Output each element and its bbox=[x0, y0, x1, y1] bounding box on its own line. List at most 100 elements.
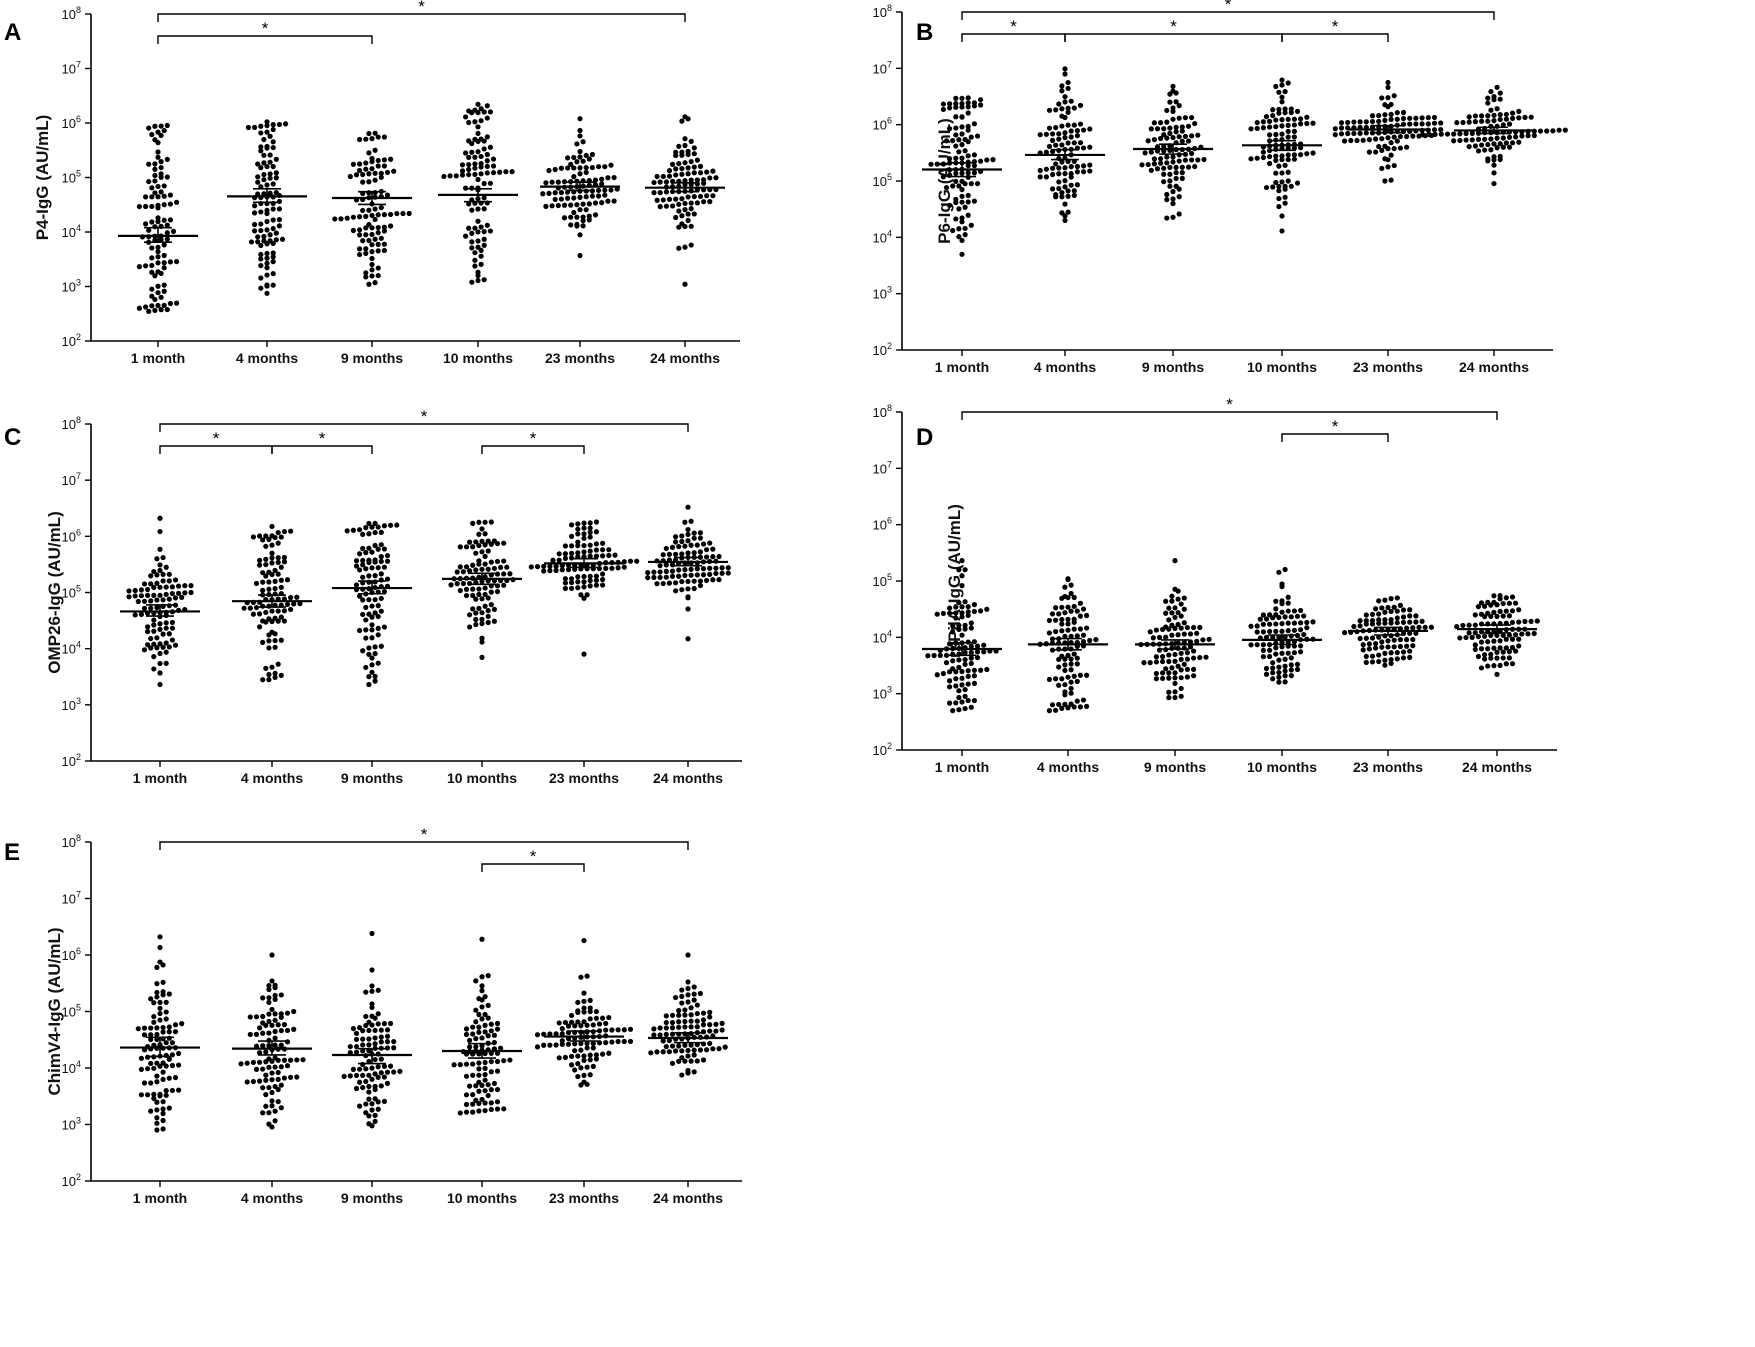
data-point bbox=[151, 1091, 157, 1097]
data-point bbox=[357, 246, 363, 252]
data-point bbox=[1304, 625, 1310, 631]
data-point bbox=[1178, 656, 1184, 663]
data-point bbox=[1282, 89, 1288, 95]
data-point bbox=[1080, 697, 1087, 703]
data-point bbox=[264, 241, 270, 247]
data-point bbox=[154, 1115, 160, 1121]
data-point bbox=[272, 631, 278, 637]
data-point bbox=[278, 564, 284, 570]
data-point bbox=[1074, 678, 1080, 685]
data-point bbox=[581, 520, 587, 526]
data-point bbox=[971, 673, 978, 679]
data-point bbox=[673, 172, 679, 178]
data-point bbox=[484, 115, 490, 121]
data-point bbox=[154, 597, 160, 603]
data-point bbox=[968, 660, 974, 667]
data-point bbox=[1056, 664, 1062, 670]
data-point bbox=[266, 1064, 272, 1070]
data-point bbox=[666, 196, 673, 202]
data-point bbox=[1491, 97, 1497, 103]
data-point bbox=[1074, 633, 1080, 639]
data-point bbox=[1056, 682, 1062, 688]
data-point bbox=[369, 261, 375, 268]
data-point bbox=[1164, 191, 1170, 198]
data-point bbox=[682, 543, 688, 549]
y-tick-label: 106 bbox=[62, 946, 81, 963]
x-tick-label: 24 months bbox=[653, 770, 723, 786]
data-point bbox=[1065, 140, 1071, 146]
y-axis-label: P6-IgG (AU/mL) bbox=[935, 118, 954, 244]
data-point bbox=[682, 223, 688, 230]
data-point bbox=[1166, 675, 1172, 681]
data-point bbox=[685, 985, 691, 992]
data-point bbox=[266, 1043, 272, 1049]
data-point bbox=[568, 222, 574, 228]
data-point bbox=[1065, 193, 1071, 199]
data-point bbox=[1304, 619, 1310, 626]
data-point bbox=[266, 586, 272, 592]
data-point bbox=[487, 180, 493, 186]
data-point bbox=[1491, 638, 1497, 644]
data-point bbox=[1488, 136, 1494, 142]
data-point bbox=[1363, 621, 1369, 627]
data-point bbox=[369, 614, 375, 620]
data-point bbox=[688, 200, 694, 206]
data-point bbox=[278, 1105, 284, 1111]
data-point bbox=[962, 656, 968, 663]
data-point bbox=[581, 1019, 587, 1025]
data-point bbox=[1270, 634, 1276, 640]
data-point bbox=[257, 1078, 263, 1084]
data-point bbox=[255, 239, 261, 245]
data-point bbox=[258, 275, 264, 281]
data-point bbox=[160, 1126, 166, 1132]
data-point bbox=[260, 639, 266, 645]
data-point bbox=[947, 202, 953, 208]
data-point bbox=[378, 595, 384, 602]
data-point bbox=[182, 590, 188, 596]
data-point bbox=[685, 952, 691, 958]
data-point bbox=[688, 223, 694, 229]
data-point bbox=[485, 608, 491, 614]
data-point bbox=[1457, 131, 1463, 137]
data-point bbox=[1506, 632, 1512, 638]
data-point bbox=[962, 232, 968, 238]
data-point bbox=[378, 1034, 384, 1040]
data-point bbox=[357, 232, 363, 238]
data-point bbox=[267, 232, 273, 238]
data-point bbox=[1068, 174, 1074, 180]
data-point bbox=[1376, 143, 1382, 150]
data-point bbox=[586, 213, 592, 219]
data-point bbox=[1407, 121, 1413, 127]
data-point bbox=[1191, 673, 1197, 679]
data-point bbox=[369, 627, 375, 633]
data-point bbox=[953, 615, 959, 621]
data-point bbox=[1288, 633, 1294, 639]
data-point bbox=[278, 614, 284, 620]
data-point bbox=[1191, 666, 1197, 672]
data-point bbox=[1494, 84, 1500, 90]
data-point bbox=[577, 232, 583, 238]
data-point bbox=[552, 190, 558, 196]
data-point bbox=[1050, 131, 1056, 137]
data-point bbox=[578, 592, 584, 598]
data-point bbox=[1276, 195, 1282, 202]
data-point bbox=[261, 160, 267, 166]
data-point bbox=[166, 596, 172, 602]
data-point bbox=[1460, 119, 1466, 126]
data-point bbox=[253, 1014, 260, 1020]
data-point bbox=[953, 604, 959, 610]
data-point bbox=[586, 201, 592, 207]
y-tick-label: 104 bbox=[62, 1059, 81, 1076]
data-point bbox=[1500, 649, 1506, 655]
data-point bbox=[378, 608, 384, 614]
data-point bbox=[264, 163, 270, 170]
data-point bbox=[1294, 632, 1301, 639]
data-point bbox=[266, 982, 272, 989]
data-point bbox=[1438, 126, 1444, 133]
data-point bbox=[1294, 108, 1301, 114]
data-point bbox=[962, 626, 968, 632]
data-point bbox=[1472, 119, 1478, 125]
data-point bbox=[250, 611, 256, 617]
data-point bbox=[485, 595, 491, 601]
data-point bbox=[476, 1051, 482, 1057]
